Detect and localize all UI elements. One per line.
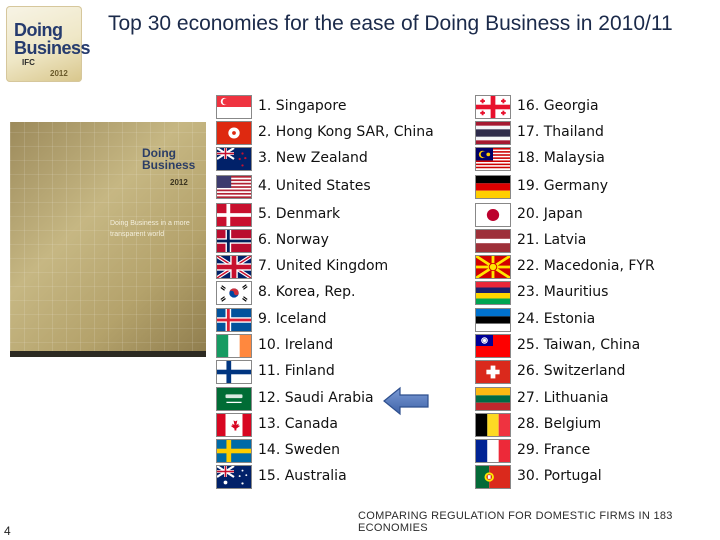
macedonia-flag (475, 255, 511, 279)
ranking-label: 30. Portugal (517, 468, 602, 484)
germany-flag (475, 175, 511, 199)
ranking-label: 28. Belgium (517, 416, 602, 432)
taiwan-flag (475, 334, 511, 358)
footer-text: COMPARING REGULATION FOR DOMESTIC FIRMS … (358, 510, 673, 534)
ranking-label: 1. Singapore (258, 98, 347, 114)
canada-flag (216, 413, 252, 437)
korea-flag (216, 281, 252, 305)
ranking-label: 22. Macedonia, FYR (517, 258, 655, 274)
ranking-label: 26. Switzerland (517, 363, 626, 379)
ranking-label: 25. Taiwan, China (517, 337, 641, 353)
logo-org: IFC (22, 58, 35, 67)
norway-flag (216, 229, 252, 253)
cover-line1: Doing (142, 146, 176, 160)
logo-line2: Business (14, 38, 91, 58)
page-title: Top 30 economies for the ease of Doing B… (108, 12, 673, 35)
estonia-flag (475, 308, 511, 332)
georgia-flag (475, 95, 511, 119)
ranking-label: 5. Denmark (258, 206, 341, 222)
cover-line2: Business (142, 158, 196, 172)
finland-flag (216, 360, 252, 384)
ranking-label: 19. Germany (517, 178, 609, 194)
thailand-flag (475, 121, 511, 145)
ranking-label: 20. Japan (517, 206, 583, 222)
ranking-label: 29. France (517, 442, 591, 458)
ranking-label: 3. New Zealand (258, 150, 368, 166)
ireland-flag (216, 334, 252, 358)
ranking-label: 8. Korea, Rep. (258, 284, 356, 300)
mauritius-flag (475, 281, 511, 305)
sweden-flag (216, 439, 252, 463)
ranking-label: 12. Saudi Arabia (258, 390, 374, 406)
ranking-label: 14. Sweden (258, 442, 341, 458)
switzerland-flag (475, 360, 511, 384)
cover-year: 2012 (170, 178, 188, 187)
report-cover-image: Doing Business 2012 Doing Business in a … (10, 122, 206, 357)
portugal-flag (475, 465, 511, 489)
ranking-label: 9. Iceland (258, 311, 327, 327)
new-zealand-flag (216, 147, 252, 171)
logo-year: 2012 (50, 69, 68, 78)
ranking-label: 13. Canada (258, 416, 338, 432)
logo-line1: Doing (14, 20, 63, 40)
united-kingdom-flag (216, 255, 252, 279)
lithuania-flag (475, 387, 511, 411)
singapore-flag (216, 95, 252, 119)
france-flag (475, 439, 511, 463)
page-number: 4 (4, 524, 11, 538)
australia-flag (216, 465, 252, 489)
japan-flag (475, 203, 511, 227)
doing-business-logo: Doing Business IFC 2012 (6, 6, 91, 82)
denmark-flag (216, 203, 252, 227)
left-arrow-icon (382, 386, 430, 421)
ranking-label: 2. Hong Kong SAR, China (258, 124, 434, 140)
ranking-label: 21. Latvia (517, 232, 587, 248)
ranking-label: 23. Mauritius (517, 284, 609, 300)
malaysia-flag (475, 147, 511, 171)
ranking-label: 4. United States (258, 178, 371, 194)
ranking-label: 7. United Kingdom (258, 258, 389, 274)
saudi-arabia-flag (216, 387, 252, 411)
hong-kong-flag (216, 121, 252, 145)
ranking-label: 11. Finland (258, 363, 335, 379)
united-states-flag (216, 175, 252, 199)
ranking-label: 6. Norway (258, 232, 329, 248)
ranking-label: 15. Australia (258, 468, 347, 484)
belgium-flag (475, 413, 511, 437)
cover-subtitle: Doing Business in a more transparent wor… (110, 220, 190, 238)
ranking-label: 18. Malaysia (517, 150, 605, 166)
ranking-label: 16. Georgia (517, 98, 599, 114)
ranking-label: 10. Ireland (258, 337, 334, 353)
ranking-label: 27. Lithuania (517, 390, 609, 406)
ranking-label: 17. Thailand (517, 124, 604, 140)
iceland-flag (216, 308, 252, 332)
ranking-label: 24. Estonia (517, 311, 596, 327)
latvia-flag (475, 229, 511, 253)
